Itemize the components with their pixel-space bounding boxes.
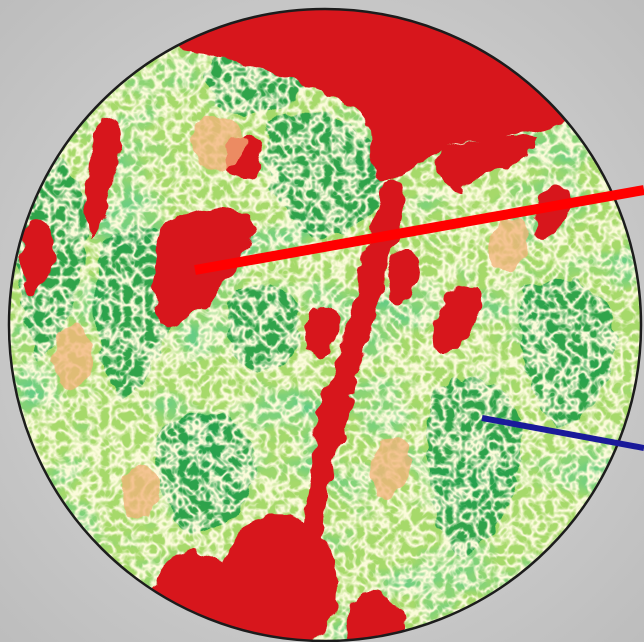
blue-pointer-line: [481, 415, 644, 451]
transition-zones: [54, 117, 531, 520]
low-vegetation-zones: [22, 9, 580, 641]
map-outline: [7, 7, 643, 642]
red-pointer-line: [194, 185, 644, 275]
